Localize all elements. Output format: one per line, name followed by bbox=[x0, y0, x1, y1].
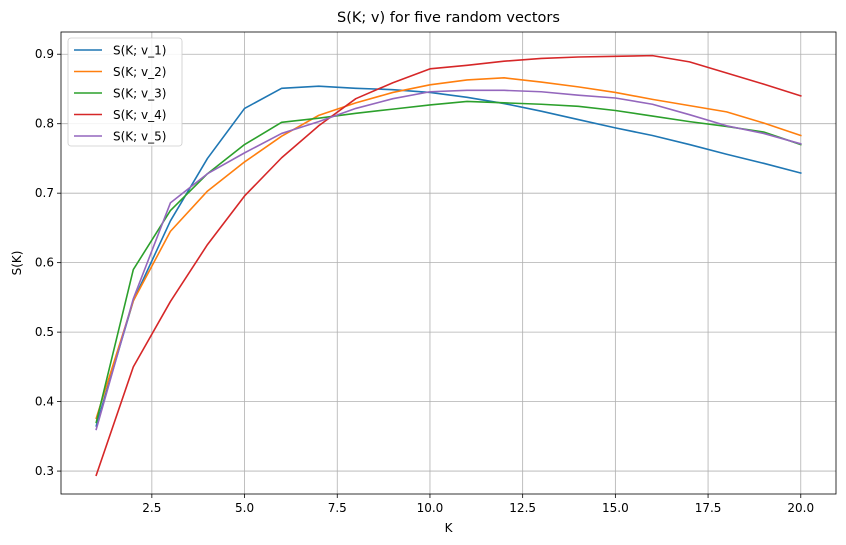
x-axis-ticks: 2.5 5.0 7.5 10.0 12.5 15.0 17.5 20.0 bbox=[142, 494, 814, 515]
series-line-3 bbox=[95, 100, 802, 424]
series-line-1 bbox=[95, 85, 802, 427]
series-line-4 bbox=[95, 54, 802, 477]
x-axis-label: K bbox=[445, 521, 454, 535]
y-tick-label: 0.8 bbox=[35, 117, 54, 131]
series-layer bbox=[95, 54, 802, 477]
x-tick-label: 7.5 bbox=[328, 501, 347, 515]
y-tick-label: 0.7 bbox=[35, 186, 54, 200]
legend: S(K; v_1) S(K; v_2) S(K; v_3) S(K; v_4) S(K;… bbox=[67, 37, 183, 147]
legend-label-3: S(K; v_3) bbox=[113, 87, 166, 101]
legend-label-2: S(K; v_2) bbox=[113, 65, 166, 79]
y-axis-ticks: 0.3 0.4 0.5 0.6 0.7 0.8 0.9 bbox=[35, 47, 61, 478]
y-tick-label: 0.5 bbox=[35, 325, 54, 339]
x-tick-label: 10.0 bbox=[417, 501, 444, 515]
series-line-5 bbox=[95, 89, 802, 431]
y-tick-label: 0.6 bbox=[35, 256, 54, 270]
x-tick-label: 5.0 bbox=[235, 501, 254, 515]
legend-box bbox=[67, 37, 183, 147]
legend-label-4: S(K; v_4) bbox=[113, 108, 166, 122]
y-axis-label: S(K) bbox=[10, 251, 24, 276]
y-tick-label: 0.4 bbox=[35, 395, 54, 409]
x-tick-label: 17.5 bbox=[695, 501, 722, 515]
legend-items: S(K; v_1) S(K; v_2) S(K; v_3) S(K; v_4) S(K;… bbox=[74, 44, 166, 144]
x-tick-label: 15.0 bbox=[602, 501, 629, 515]
series-line-2 bbox=[95, 77, 802, 420]
y-tick-label: 0.9 bbox=[35, 47, 54, 61]
x-tick-label: 2.5 bbox=[142, 501, 161, 515]
x-tick-label: 12.5 bbox=[509, 501, 536, 515]
y-tick-label: 0.3 bbox=[35, 464, 54, 478]
chart-title: S(K; v) for five random vectors bbox=[337, 10, 560, 26]
legend-label-5: S(K; v_5) bbox=[113, 130, 166, 144]
x-tick-label: 20.0 bbox=[787, 501, 814, 515]
legend-label-1: S(K; v_1) bbox=[113, 44, 166, 58]
